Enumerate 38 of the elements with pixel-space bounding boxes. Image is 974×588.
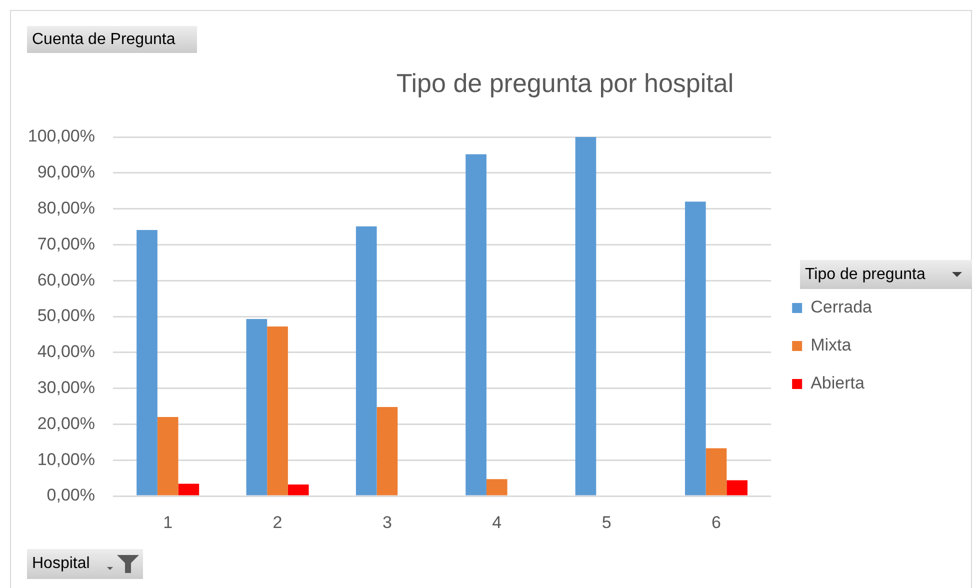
x-tick-label: 2 <box>272 512 282 532</box>
x-tick-label: 5 <box>602 512 612 532</box>
bar <box>376 406 398 496</box>
legend-label: Mixta <box>810 336 852 355</box>
x-tick-label: 6 <box>712 512 721 532</box>
bar <box>466 154 486 496</box>
y-tick-label: 90,00% <box>37 162 95 182</box>
bar <box>575 137 596 496</box>
bar <box>288 484 309 496</box>
y-tick-label: 50,00% <box>37 306 95 326</box>
x-tick-label: 1 <box>163 512 173 532</box>
bar <box>136 230 158 496</box>
bar <box>356 226 377 496</box>
legend-label: Abierta <box>810 374 865 393</box>
y-tick-label: 10,00% <box>37 450 95 469</box>
bar <box>178 484 200 496</box>
y-tick-label: 40,00% <box>37 342 95 362</box>
bar <box>246 319 268 496</box>
bar <box>706 448 727 496</box>
x-tick-label: 4 <box>492 512 502 532</box>
bar <box>726 480 748 496</box>
legend-title: Tipo de pregunta <box>805 265 926 285</box>
bar <box>267 326 288 496</box>
y-axis-title: Cuenta de Pregunta <box>32 30 176 50</box>
y-tick-label: 60,00% <box>37 270 95 290</box>
y-tick-label: 100,00% <box>28 126 95 146</box>
bar <box>684 202 706 496</box>
bar <box>486 479 508 496</box>
y-tick-label: 0,00% <box>46 486 95 505</box>
y-tick-label: 20,00% <box>37 414 95 433</box>
x-axis-title: Hospital <box>32 554 90 574</box>
y-tick-label: 80,00% <box>37 198 95 218</box>
y-tick-label: 70,00% <box>37 234 95 254</box>
x-tick-label: 3 <box>382 512 392 532</box>
y-tick-label: 30,00% <box>37 378 95 397</box>
chart-title: Tipo de pregunta por hospital <box>395 67 735 100</box>
bar <box>157 417 178 496</box>
legend-label: Cerrada <box>810 298 873 317</box>
